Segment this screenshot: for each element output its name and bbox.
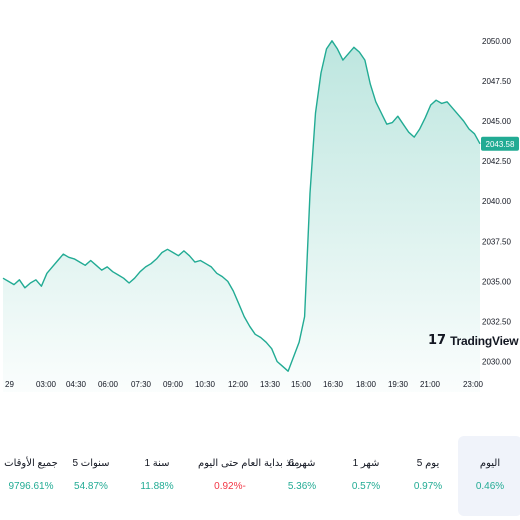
x-tick-label: 21:00: [420, 380, 441, 389]
x-tick-label: 12:00: [228, 380, 249, 389]
x-tick-label: 15:00: [291, 380, 312, 389]
performance-tile[interactable]: جميع الأوقات 9796.61%: [0, 436, 63, 516]
chart-svg[interactable]: 2050.00 2047.50 2045.00 2042.50 2040.00 2037.…: [0, 0, 520, 392]
performance-change-value: 11.88%: [140, 481, 174, 492]
performance-period-label: 1 سنة: [144, 458, 170, 469]
performance-change-value: 0.57%: [351, 481, 381, 492]
x-tick-label: 19:30: [388, 380, 409, 389]
y-tick-label: 2037.50: [482, 237, 511, 246]
performance-tile[interactable]: 1 سنة 11.88%: [125, 436, 189, 516]
x-tick-label: 03:00: [36, 380, 57, 389]
performance-period-label: 5 سنوات: [72, 458, 110, 469]
performance-change-value: 54.87%: [74, 481, 108, 492]
y-tick-label: 2032.50: [482, 317, 511, 326]
price-area-fill: [3, 40, 480, 392]
performance-tile[interactable]: منذ بداية العام حتى اليوم 0.92%-: [198, 436, 300, 516]
x-tick-label: 06:00: [98, 380, 119, 389]
watermark-text: TradingView: [450, 333, 519, 348]
x-tick-label: 09:00: [163, 380, 184, 389]
performance-period-label: 1 شهر: [352, 458, 380, 469]
x-tick-label: 07:30: [131, 380, 152, 389]
x-tick-label: 13:30: [260, 380, 281, 389]
tradingview-logo-icon: 17: [428, 333, 447, 348]
performance-change-value: 0.97%: [413, 481, 443, 492]
y-tick-label: 2045.00: [482, 117, 511, 126]
x-tick-label: 16:30: [323, 380, 344, 389]
last-price-badge: [481, 136, 519, 151]
performance-tile[interactable]: 1 شهر 0.57%: [334, 436, 398, 516]
price-line: [2, 40, 481, 372]
tradingview-watermark: 17 TradingView: [428, 333, 519, 348]
performance-strip: اليوم 0.46% 5 يوم 0.97% 1 شهر 0.57% 6 شهر 5.36%…: [0, 430, 520, 520]
performance-tile[interactable]: 5 يوم 0.97%: [396, 436, 460, 516]
y-tick-label: 2047.50: [482, 77, 511, 86]
x-tick-label: 04:30: [66, 380, 87, 389]
x-tick-label: 18:00: [356, 380, 377, 389]
performance-period-label: اليوم: [479, 458, 501, 469]
last-price-label: 2043.58: [486, 140, 515, 149]
performance-period-label: جميع الأوقات: [4, 458, 58, 469]
price-chart[interactable]: 2050.00 2047.50 2045.00 2042.50 2040.00 2037.…: [0, 0, 520, 392]
y-tick-label: 2042.50: [482, 157, 511, 166]
performance-tile[interactable]: 6 شهر 5.36%: [270, 436, 334, 516]
x-tick-label: 29: [5, 380, 14, 389]
y-tick-label: 2030.00: [482, 358, 511, 367]
x-tick-label: 10:30: [195, 380, 216, 389]
performance-tile[interactable]: اليوم 0.46%: [458, 436, 520, 516]
y-tick-label: 2040.00: [482, 197, 511, 206]
x-tick-label: 23:00: [463, 380, 484, 389]
performance-period-label: 6 شهر: [288, 458, 316, 469]
y-tick-label: 2050.00: [482, 37, 511, 46]
performance-change-value: 0.92%-: [214, 481, 246, 492]
performance-change-value: 0.46%: [475, 481, 505, 492]
performance-change-value: 9796.61%: [8, 481, 54, 492]
performance-change-value: 5.36%: [287, 481, 317, 492]
performance-tile[interactable]: 5 سنوات 54.87%: [59, 436, 123, 516]
y-tick-label: 2035.00: [482, 277, 511, 286]
performance-period-label: 5 يوم: [416, 458, 440, 469]
performance-period-label: منذ بداية العام حتى اليوم: [198, 458, 300, 469]
